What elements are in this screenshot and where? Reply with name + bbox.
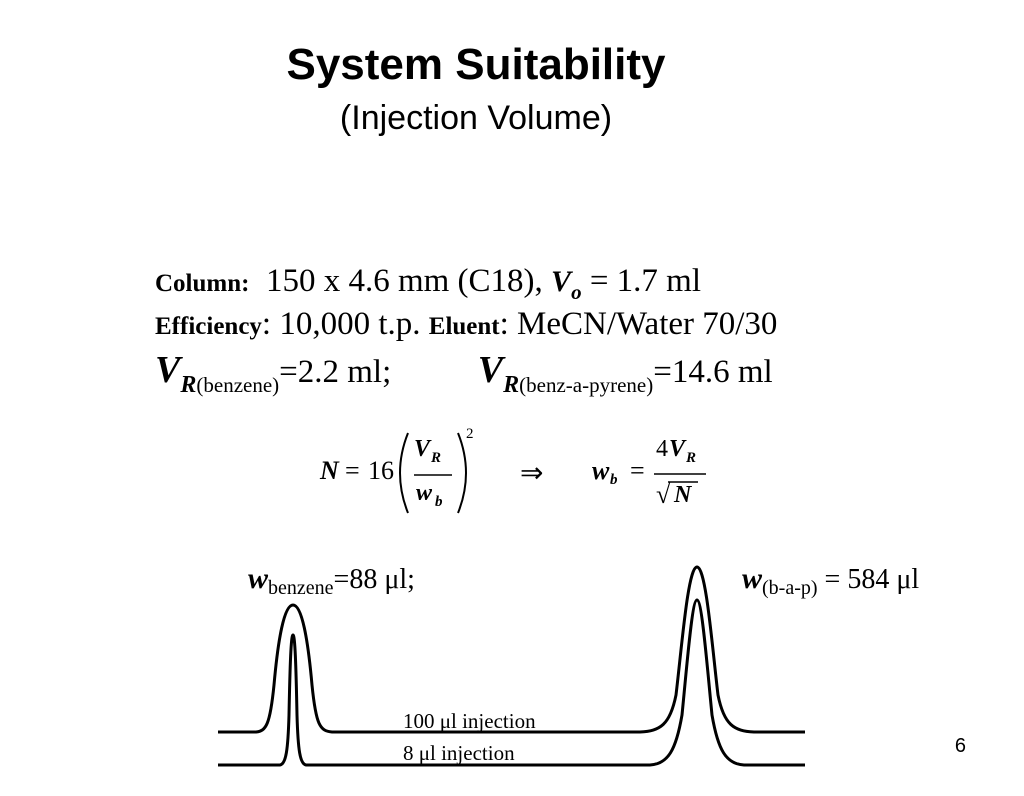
eq-result-coefficient: 4 [656,436,668,462]
vr-bap-symbol: V [477,349,504,391]
vr-benzene-r: R [180,372,197,398]
eq-n: N [320,456,339,485]
bap-w-symbol: w [742,562,763,595]
vo-symbol: V [551,265,572,298]
eq-denominator-b: b [435,494,443,510]
vo-value: = 1.7 ml [589,263,702,299]
eq-numerator-v: V [414,436,431,462]
eq-result-numerator-r: R [686,450,697,466]
bap-w-value: = 584 μl [817,564,920,595]
label-8ul-injection: 8 μl injection [403,741,515,765]
benzene-peak-width: wbenzene=88 μl; [248,562,415,600]
eq-parentheses [399,432,467,514]
trace-8ul [218,598,805,767]
eq-coefficient: 16 [368,456,394,485]
slide-subtitle: (Injection Volume) [339,99,613,137]
eq-numerator-r: R [431,450,442,466]
eq-implies: ⇒ [520,458,544,489]
chromatogram [218,565,805,767]
eq-result-fraction-bar [654,473,706,475]
efficiency-line: Efficiency: 10,000 t.p. Eluent: MeCN/Wat… [155,306,777,343]
vr-benzene-value: =2.2 ml; [279,354,392,390]
vr-benzene-symbol: V [155,349,181,391]
eq-result-b: b [610,472,618,488]
eq-denominator-w: w [416,480,433,506]
eluent-label: Eluent [428,313,500,340]
bap-w-subscript: (b-a-p) [762,577,818,599]
eq-result-numerator-v: V [669,436,686,462]
column-value: 150 x 4.6 mm (C18), [265,263,543,299]
eq-exponent: 2 [466,426,474,442]
eq-result-equals: = [630,456,645,485]
vr-bap-value: =14.6 ml [653,354,773,390]
vo-subscript: o [571,280,582,304]
eq-sqrt-bar [668,481,698,483]
efficiency-label: Efficiency [155,313,262,340]
benzene-w-value: =88 μl; [333,564,415,595]
eq-result-w: w [592,456,610,485]
slide-title: System Suitability [286,40,666,89]
column-label: Column [155,270,242,297]
label-100ul-injection: 100 μl injection [403,709,536,733]
eq-equals: = [345,456,360,485]
column-line: Column: 150 x 4.6 mm (C18), Vo = 1.7 ml [155,263,701,305]
vr-bap-compound: (benz-a-pyrene) [519,373,654,397]
column-colon: : [241,270,250,297]
benzene-w-symbol: w [248,562,269,595]
vr-benzene-compound: (benzene) [196,373,280,397]
benzene-w-subscript: benzene [268,577,334,599]
eq-result-denominator: N [674,482,692,508]
eq-sqrt: √ [656,480,671,509]
bap-peak-width: w(b-a-p) = 584 μl [742,562,919,600]
vr-bap-r: R [503,372,520,398]
eluent-value: : MeCN/Water 70/30 [499,306,778,342]
page-number: 6 [954,735,966,757]
efficiency-value: : 10,000 t.p. [261,306,421,342]
trace-100ul [218,565,805,734]
retention-volume-line: VR(benzene)=2.2 ml; VR(benz-a-pyrene)=14… [155,348,773,399]
